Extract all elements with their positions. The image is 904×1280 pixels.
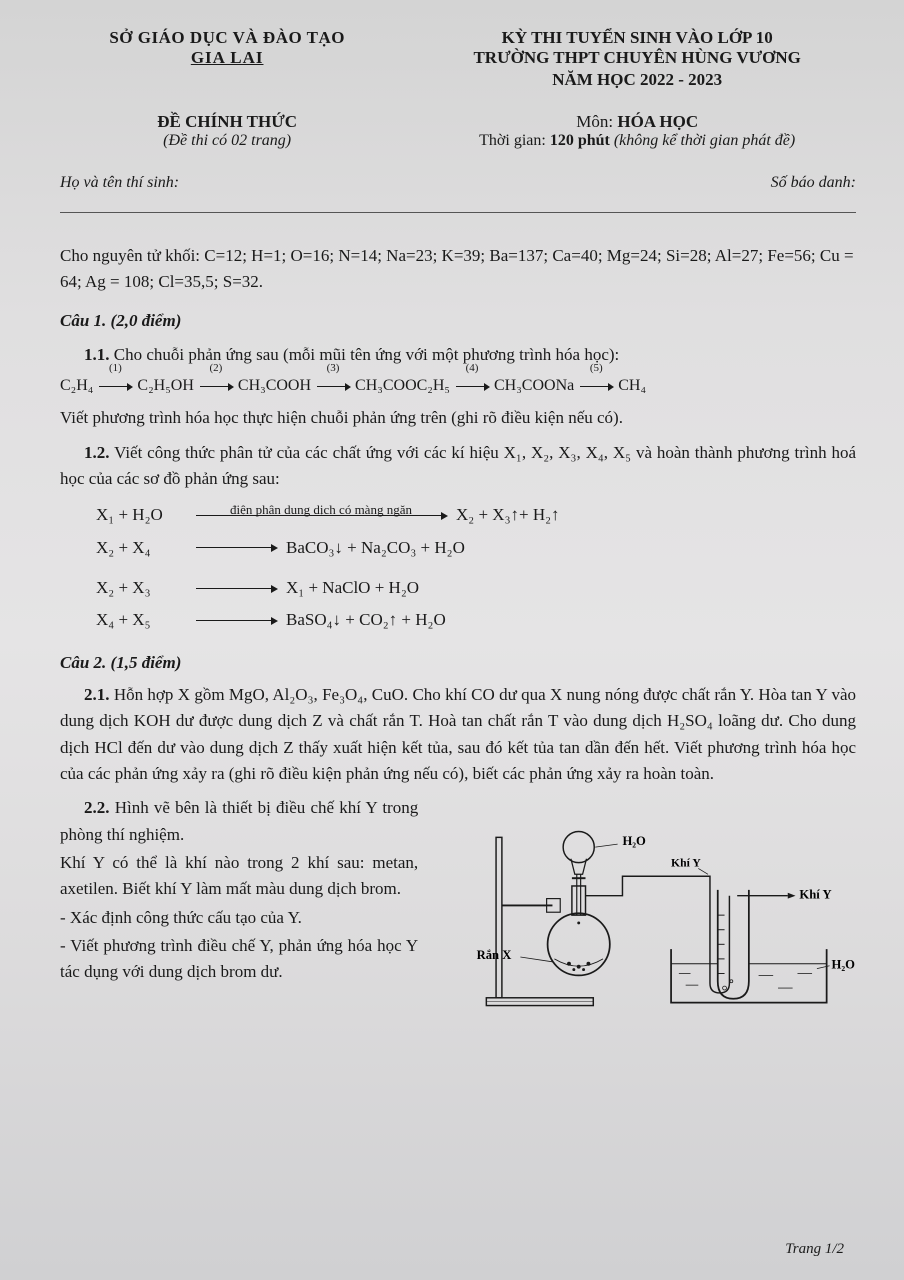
- official-label: ĐỀ CHÍNH THỨC: [60, 112, 394, 132]
- chain-l4: (4): [466, 360, 479, 377]
- eq4: X₄ + X₅ BaSO₄↓ + CO₂↑ + H₂O: [96, 607, 856, 633]
- q21-text: Hỗn hợp X gồm MgO, Al₂O₃, Fe₃O₄, CuO. Ch…: [60, 685, 856, 783]
- sbd-field: Số báo danh:: [771, 174, 856, 192]
- q12-num: 1.2.: [84, 443, 110, 462]
- q22-line3: - Xác định công thức cấu tạo của Y.: [60, 905, 418, 931]
- province-name: GIA LAI: [60, 48, 394, 68]
- pages-label: (Đề thi có 02 trang): [60, 132, 394, 150]
- q22-row: 2.2. Hình vẽ bên là thiết bị điều chế kh…: [60, 795, 856, 1033]
- chain-arrow-2: (2): [200, 374, 232, 399]
- q22-text: 2.2. Hình vẽ bên là thiết bị điều chế kh…: [60, 795, 418, 987]
- eq2-arrow: [196, 547, 276, 548]
- cau2-points: (1,5 điểm): [111, 653, 182, 672]
- chain-l1: (1): [109, 360, 122, 377]
- label-khiy-out: Khí Y: [800, 888, 832, 902]
- eq2: X₂ + X₄ BaCO₃↓ + Na₂CO₃ + H₂O: [96, 535, 856, 561]
- cau2-title: Câu 2. (1,5 điểm): [60, 650, 856, 676]
- chain-s2: C₂H₅OH: [137, 377, 194, 394]
- equation-block: X₁ + H₂O điện phân dung dịch có màng ngă…: [96, 502, 856, 633]
- label-h2o-bath: H₂O: [832, 958, 856, 972]
- header-row: SỞ GIÁO DỤC VÀ ĐÀO TẠO GIA LAI KỲ THI TU…: [60, 28, 856, 90]
- chain-l2: (2): [209, 360, 222, 377]
- header-left: SỞ GIÁO DỤC VÀ ĐÀO TẠO GIA LAI: [60, 28, 394, 90]
- eq1-arrow: điện phân dung dịch có màng ngăn: [196, 515, 446, 516]
- candidate-name-field: Họ và tên thí sinh:: [60, 174, 741, 192]
- q11: 1.1. Cho chuỗi phản ứng sau (mỗi mũi tên…: [60, 342, 856, 368]
- chain-s4: CH₃COOC₂H₅: [355, 377, 450, 394]
- chain-arrow-3: (3): [317, 374, 349, 399]
- q12-text: Viết công thức phân tử của các chất ứng …: [60, 443, 856, 488]
- cau2-label: Câu 2.: [60, 653, 106, 672]
- time-line: Thời gian: 120 phút (không kể thời gian …: [414, 132, 860, 150]
- eq4-left: X₄ + X₅: [96, 607, 186, 633]
- subject-line: Môn: HÓA HỌC: [414, 112, 860, 132]
- q22-line1: Hình vẽ bên là thiết bị điều chế khí Y t…: [60, 798, 418, 843]
- eq3: X₂ + X₃ X₁ + NaClO + H₂O: [96, 575, 856, 601]
- sbd-label: Số báo danh:: [771, 174, 856, 191]
- exam-title-1: KỲ THI TUYỂN SINH VÀO LỚP 10: [414, 28, 860, 48]
- cau1-label: Câu 1.: [60, 311, 106, 330]
- eq3-right: X₁ + NaClO + H₂O: [286, 575, 419, 601]
- eq4-arrow: [196, 620, 276, 621]
- chain-l3: (3): [327, 360, 340, 377]
- eq4-right: BaSO₄↓ + CO₂↑ + H₂O: [286, 607, 446, 633]
- q11-text: Cho chuỗi phản ứng sau (mỗi mũi tên ứng …: [114, 345, 620, 364]
- exam-year: NĂM HỌC 2022 - 2023: [414, 70, 860, 90]
- cau1-title: Câu 1. (2,0 điểm): [60, 308, 856, 334]
- page-number: Trang 1/2: [785, 1241, 844, 1258]
- official-row: ĐỀ CHÍNH THỨC (Đề thi có 02 trang) Môn: …: [60, 112, 856, 150]
- exam-title-2: TRƯỜNG THPT CHUYÊN HÙNG VƯƠNG: [414, 48, 860, 68]
- q21-num: 2.1.: [84, 685, 110, 704]
- apparatus-svg: H₂O Rắn X Khí Y Khí Y H₂O: [428, 815, 856, 1025]
- eq1: X₁ + H₂O điện phân dung dịch có màng ngă…: [96, 502, 856, 528]
- content: Cho nguyên tử khối: C=12; H=1; O=16; N=1…: [60, 243, 856, 1034]
- chain-arrow-1: (1): [99, 374, 131, 399]
- q22-num: 2.2.: [84, 798, 110, 817]
- header-right: KỲ THI TUYỂN SINH VÀO LỚP 10 TRƯỜNG THPT…: [414, 28, 860, 90]
- q12: 1.2. Viết công thức phân tử của các chất…: [60, 440, 856, 493]
- eq1-right: X₂ + X₃↑+ H₂↑: [456, 502, 560, 528]
- eq3-left: X₂ + X₃: [96, 575, 186, 601]
- candidate-row: Họ và tên thí sinh: Số báo danh:: [60, 174, 856, 192]
- chain-s3: CH₃COOH: [238, 377, 311, 394]
- official-left: ĐỀ CHÍNH THỨC (Đề thi có 02 trang): [60, 112, 394, 150]
- time-note: (không kể thời gian phát đề): [614, 132, 795, 149]
- q22-diagram: H₂O Rắn X Khí Y Khí Y H₂O: [428, 795, 856, 1033]
- q22-line2: Khí Y có thể là khí nào trong 2 khí sau:…: [60, 850, 418, 903]
- label-ranx: Rắn X: [477, 948, 512, 962]
- q22-line4: - Viết phương trình điều chế Y, phản ứng…: [60, 933, 418, 986]
- cau1-points: (2,0 điểm): [111, 311, 182, 330]
- org-name: SỞ GIÁO DỤC VÀ ĐÀO TẠO: [60, 28, 394, 48]
- time-label: Thời gian:: [479, 132, 546, 149]
- eq1-left: X₁ + H₂O: [96, 502, 186, 528]
- chain-l5: (5): [590, 360, 603, 377]
- eq2-left: X₂ + X₄: [96, 535, 186, 561]
- reaction-chain: C₂H₄ (1) C₂H₅OH (2) CH₃COOH (3) CH₃COOC₂…: [60, 374, 856, 399]
- q11-num: 1.1.: [84, 345, 110, 364]
- chain-s6: CH₄: [618, 377, 646, 394]
- header-divider: [60, 212, 856, 213]
- q11-after: Viết phương trình hóa học thực hiện chuỗ…: [60, 405, 856, 431]
- chain-s1: C₂H₄: [60, 377, 93, 394]
- chain-s5: CH₃COONa: [494, 377, 574, 394]
- subject-label: Môn:: [576, 112, 613, 131]
- label-khiy-tube: Khí Y: [671, 857, 701, 870]
- q21: 2.1. Hỗn hợp X gồm MgO, Al₂O₃, Fe₃O₄, Cu…: [60, 682, 856, 787]
- eq1-cond: điện phân dung dịch có màng ngăn: [230, 500, 412, 520]
- label-h2o-top: H₂O: [623, 834, 647, 848]
- q22-p1: 2.2. Hình vẽ bên là thiết bị điều chế kh…: [60, 795, 418, 848]
- eq2-right: BaCO₃↓ + Na₂CO₃ + H₂O: [286, 535, 465, 561]
- name-label: Họ và tên thí sinh:: [60, 174, 179, 191]
- official-right: Môn: HÓA HỌC Thời gian: 120 phút (không …: [414, 112, 860, 150]
- eq3-arrow: [196, 588, 276, 589]
- time-value: 120 phút: [550, 132, 610, 149]
- subject-value: HÓA HỌC: [617, 112, 698, 131]
- chain-arrow-5: (5): [580, 374, 612, 399]
- atomic-masses: Cho nguyên tử khối: C=12; H=1; O=16; N=1…: [60, 243, 856, 296]
- chain-arrow-4: (4): [456, 374, 488, 399]
